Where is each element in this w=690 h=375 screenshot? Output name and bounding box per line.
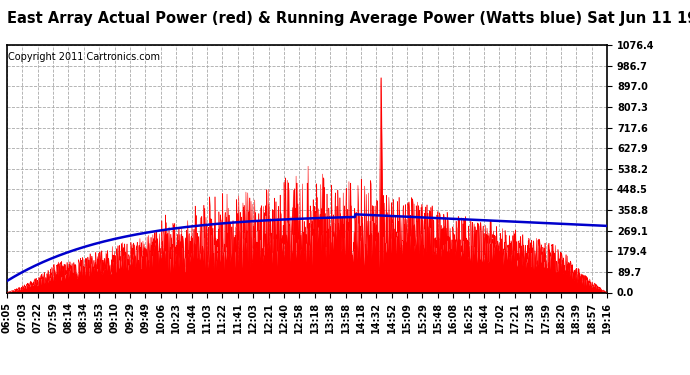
Text: East Array Actual Power (red) & Running Average Power (Watts blue) Sat Jun 11 19: East Array Actual Power (red) & Running … <box>7 11 690 26</box>
Text: Copyright 2011 Cartronics.com: Copyright 2011 Cartronics.com <box>8 53 159 62</box>
